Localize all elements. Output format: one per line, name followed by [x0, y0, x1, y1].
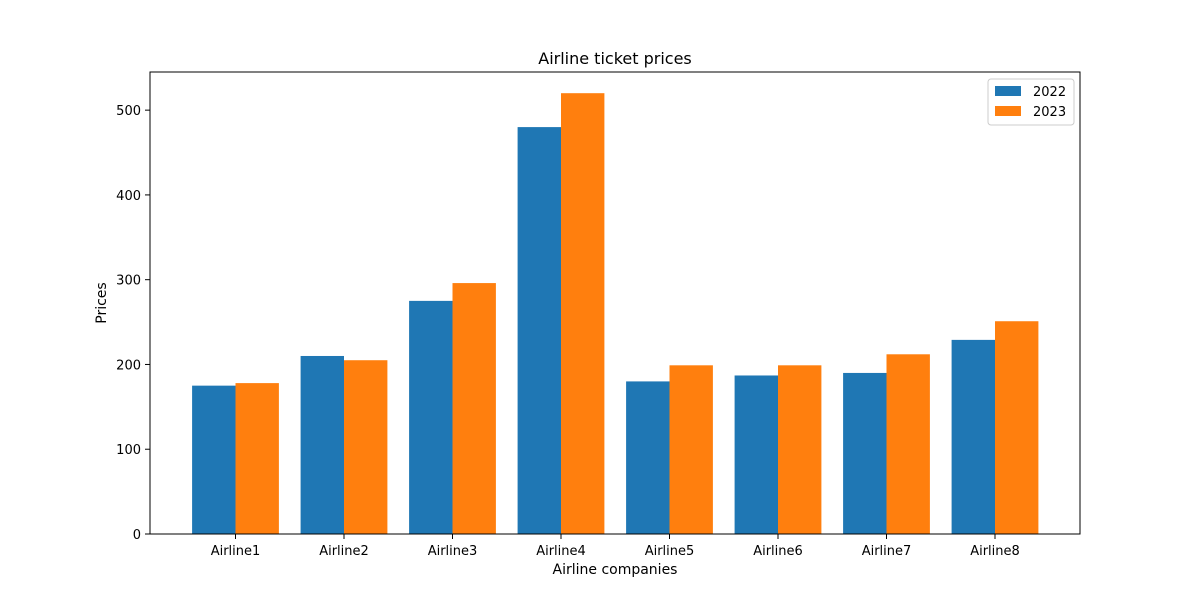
series-2022 — [192, 127, 995, 534]
bar-2022-Airline1 — [192, 385, 236, 534]
chart-title: Airline ticket prices — [538, 49, 692, 68]
x-axis-label: Airline companies — [553, 562, 678, 578]
bar-2022-Airline5 — [626, 381, 670, 534]
x-tick-label: Airline6 — [753, 544, 803, 559]
bar-2023-Airline2 — [344, 360, 388, 534]
y-tick-label: 300 — [116, 274, 141, 289]
bar-2023-Airline6 — [778, 365, 822, 534]
legend-swatch-2022 — [995, 86, 1021, 96]
legend-label-2023: 2023 — [1033, 105, 1066, 120]
x-axis: Airline1 Airline2 Airline3 Airline4 Airline5… — [211, 534, 1020, 559]
bar-2023-Airline7 — [886, 354, 930, 534]
bar-2023-Airline3 — [452, 283, 496, 534]
bar-2022-Airline2 — [300, 355, 344, 534]
y-tick-label: 200 — [116, 358, 141, 373]
y-tick-label: 100 — [116, 443, 141, 458]
x-tick-label: Airline8 — [970, 544, 1020, 559]
x-tick-label: Airline5 — [645, 544, 695, 559]
y-axis-label: Prices — [94, 282, 110, 323]
x-tick-label: Airline4 — [536, 544, 586, 559]
bar-2022-Airline8 — [951, 339, 995, 534]
bar-2023-Airline5 — [669, 365, 713, 534]
series-2023 — [235, 93, 1039, 534]
plot-area — [192, 93, 1039, 534]
legend-swatch-2023 — [995, 106, 1021, 116]
legend-label-2022: 2022 — [1033, 85, 1066, 100]
x-tick-label: Airline1 — [211, 544, 261, 559]
y-tick-label: 500 — [116, 104, 141, 119]
bar-2023-Airline4 — [561, 93, 605, 534]
bar-2023-Airline1 — [235, 383, 279, 534]
bar-2022-Airline7 — [843, 372, 887, 534]
x-tick-label: Airline7 — [862, 544, 912, 559]
bar-2023-Airline8 — [995, 321, 1039, 534]
bar-2022-Airline3 — [409, 300, 453, 534]
legend: 2022 2023 — [987, 78, 1075, 126]
plot-frame — [149, 71, 1081, 535]
bar-2022-Airline6 — [734, 375, 778, 534]
y-axis: 0 100 200 300 400 500 — [116, 104, 150, 543]
y-tick-label: 0 — [133, 528, 141, 543]
x-tick-label: Airline3 — [428, 544, 478, 559]
bar-2022-Airline4 — [517, 127, 561, 534]
y-tick-label: 400 — [116, 189, 141, 204]
x-tick-label: Airline2 — [319, 544, 369, 559]
